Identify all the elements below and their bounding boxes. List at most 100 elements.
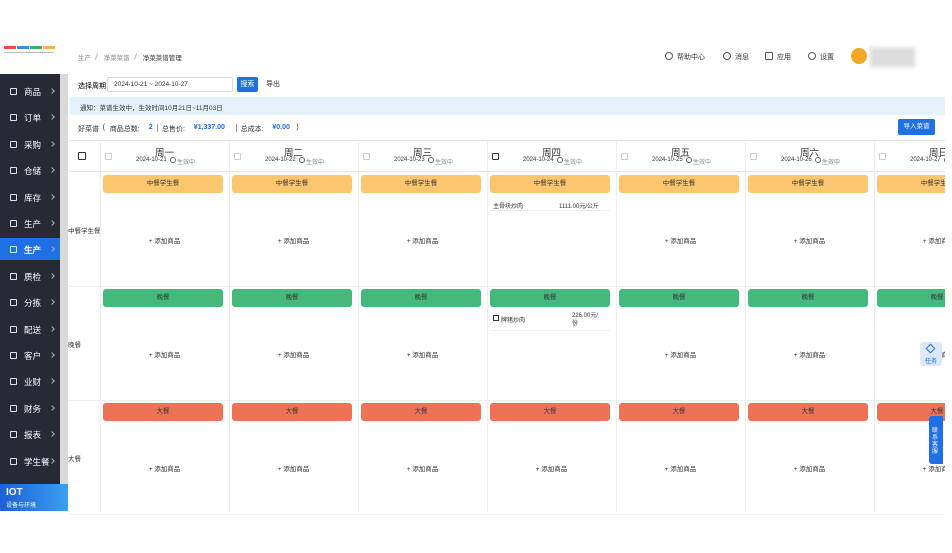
header-action[interactable]: 帮助中心 [677, 54, 705, 61]
service-tab [929, 416, 943, 464]
avatar [851, 48, 867, 64]
day-name: 周一 [154, 148, 174, 159]
day-name: 周三 [412, 148, 432, 159]
menu-item[interactable]: 质检 [24, 271, 42, 282]
menu-item[interactable]: 生产 [24, 245, 42, 256]
summary-sep [157, 124, 158, 132]
checkbox[interactable] [78, 152, 86, 160]
task-label[interactable]: 任务 [925, 359, 938, 365]
summary-title: 好菜谱 [78, 126, 99, 133]
logo-bar [43, 46, 55, 49]
right-edge [945, 40, 952, 553]
add-item[interactable]: + 添加商品 [793, 238, 826, 245]
add-item[interactable]: + 添加商品 [535, 466, 568, 473]
menu-icon [10, 88, 17, 95]
user-blur [870, 47, 915, 67]
summary-label: 总售价: [162, 126, 185, 133]
service-label[interactable]: 联系客服 [932, 428, 939, 455]
meal-band: 晚餐 [877, 289, 952, 307]
add-item[interactable]: + 添加商品 [148, 352, 181, 359]
row-line [68, 400, 945, 401]
menu-item[interactable]: 财务 [24, 403, 42, 414]
add-item[interactable]: + 添加商品 [793, 466, 826, 473]
checkbox[interactable] [879, 153, 886, 160]
col-line [874, 140, 875, 512]
logo-line [4, 52, 54, 53]
menu-item[interactable]: 业财 [24, 377, 42, 388]
menu-item[interactable]: 分拣 [24, 298, 42, 309]
menu-item[interactable]: 商品 [24, 87, 42, 97]
menu-icon [10, 140, 17, 148]
menu-icon [10, 325, 17, 333]
add-item[interactable]: + 添加商品 [664, 238, 697, 245]
col-line [100, 140, 101, 512]
header-action[interactable]: 应用 [777, 54, 791, 61]
header-action[interactable]: 设置 [820, 54, 834, 61]
add-item[interactable]: + 添加商品 [664, 352, 697, 359]
breadcrumb[interactable]: 净菜菜谱 [103, 55, 130, 62]
checkbox[interactable] [105, 153, 112, 160]
day-date: 2024-10-21 [136, 157, 167, 163]
checkbox[interactable] [363, 153, 370, 160]
meal-band: 晚餐 [490, 289, 610, 307]
menu-item[interactable]: 生产 [24, 219, 42, 229]
search-btn[interactable]: 搜索 [237, 77, 258, 92]
menu-item[interactable]: 仓储 [24, 166, 42, 177]
day-date: 2024-10-27 [910, 157, 941, 163]
breadcrumb: 净菜菜谱管理 [142, 55, 182, 62]
status-icon [686, 157, 692, 163]
day-date: 2024-10-22 [265, 157, 296, 163]
menu-item[interactable]: 订单 [24, 113, 42, 124]
range-text: 2024-10-21 ~ 2024-10-27 [114, 81, 188, 88]
add-item[interactable]: + 添加商品 [922, 466, 952, 473]
menu-item[interactable]: 库存 [24, 192, 42, 203]
status-icon [557, 157, 563, 163]
breadcrumb[interactable]: 生产 [78, 55, 91, 62]
add-item[interactable]: + 添加商品 [406, 238, 439, 245]
col-line [616, 140, 617, 512]
add-item[interactable]: + 添加商品 [406, 352, 439, 359]
menu-icon [10, 114, 17, 122]
summary-value: ¥0.00 [272, 124, 290, 131]
iot-box [0, 484, 68, 511]
checkbox[interactable] [493, 315, 499, 321]
menu-icon [10, 246, 17, 254]
meal-band: 大餐 [619, 403, 739, 421]
logo-bar [4, 46, 16, 49]
action-icon [665, 52, 673, 60]
item-price: 226.00元/份 [572, 313, 599, 327]
menu-item[interactable]: 采购 [24, 139, 42, 150]
add-item[interactable]: + 添加商品 [664, 466, 697, 473]
notice: 通知：菜谱生效中，生效时间10月21日~11月03日 [80, 105, 223, 112]
checkbox[interactable] [234, 153, 241, 160]
col-line [487, 140, 488, 512]
import-btn[interactable]: 导入菜谱 [898, 119, 935, 135]
meal-band: 中餐学生餐 [619, 175, 739, 193]
checkbox[interactable] [621, 153, 628, 160]
add-item[interactable]: + 添加商品 [406, 466, 439, 473]
row-label: 大餐 [68, 456, 81, 463]
checkbox[interactable] [750, 153, 757, 160]
summary-value: ¥1,337.00 [193, 124, 225, 131]
grid-header [68, 140, 945, 172]
header-action[interactable]: 消息 [735, 54, 749, 61]
menu-icon [10, 299, 17, 307]
add-item[interactable]: + 添加商品 [277, 238, 310, 245]
checkbox[interactable] [492, 153, 499, 160]
add-item[interactable]: + 添加商品 [148, 238, 181, 245]
export-btn[interactable]: 导出 [266, 81, 280, 88]
add-item[interactable]: + 添加商品 [277, 466, 310, 473]
row-line [68, 514, 945, 515]
menu-item[interactable]: 报表 [24, 430, 42, 441]
menu-item[interactable]: 客户 [24, 351, 42, 361]
add-item[interactable]: + 添加商品 [148, 466, 181, 473]
add-item[interactable]: + 添加商品 [793, 352, 826, 359]
item-name: 主骨块炒肉 [493, 204, 524, 210]
meal-band: 晚餐 [748, 289, 868, 307]
menu-item[interactable]: 学生餐 [24, 456, 50, 467]
add-item[interactable]: + 添加商品 [277, 352, 310, 359]
menu-item[interactable]: 配送 [24, 324, 42, 335]
summary-label: 总成本: [240, 126, 264, 133]
add-item[interactable]: + 添加商品 [922, 238, 952, 245]
